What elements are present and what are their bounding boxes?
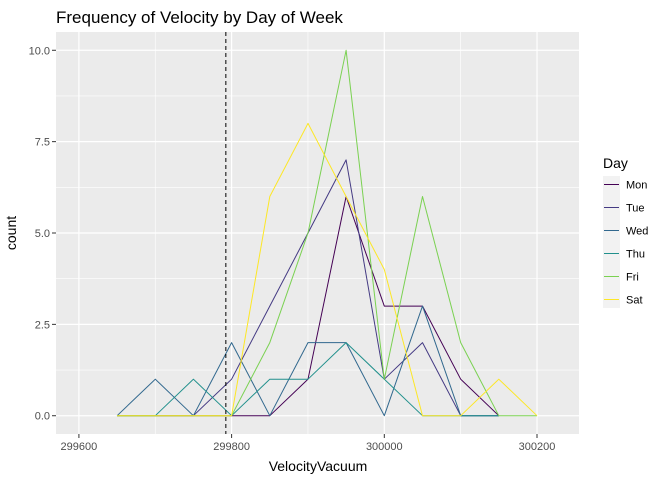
x-tick-label: 300200 <box>519 441 556 453</box>
legend-key-background <box>603 176 620 308</box>
chart-title: Frequency of Velocity by Day of Week <box>56 8 343 27</box>
x-axis-ticks: 299600 299800 300000 300200 <box>61 434 556 453</box>
x-tick-label: 300000 <box>366 441 403 453</box>
x-axis-title: VelocityVacuum <box>269 458 368 474</box>
series-lines <box>116 49 538 417</box>
legend-label-tue: Tue <box>626 203 645 215</box>
x-tick-label: 299600 <box>61 441 98 453</box>
legend-label-thu: Thu <box>626 249 645 261</box>
legend-title: Day <box>603 155 628 171</box>
y-tick-label: 0.0 <box>35 411 50 423</box>
y-tick-label: 10.0 <box>29 45 50 57</box>
legend-label-sat: Sat <box>626 295 643 307</box>
y-tick-label: 7.5 <box>35 137 50 149</box>
legend-label-fri: Fri <box>626 272 639 284</box>
series-line-sat <box>117 122 538 417</box>
x-tick-label: 299800 <box>213 441 250 453</box>
legend: Day Mon Tue Wed Thu Fri Sat <box>603 155 648 308</box>
legend-label-wed: Wed <box>626 226 648 238</box>
y-axis-ticks: 0.0 2.5 5.0 7.5 10.0 <box>29 45 56 423</box>
y-axis-title: count <box>3 216 19 250</box>
y-tick-label: 5.0 <box>35 228 50 240</box>
series-line-wed <box>116 305 499 417</box>
legend-label-mon: Mon <box>626 180 647 192</box>
y-tick-label: 2.5 <box>35 319 50 331</box>
legend-items: Mon Tue Wed Thu Fri Sat <box>603 176 648 308</box>
